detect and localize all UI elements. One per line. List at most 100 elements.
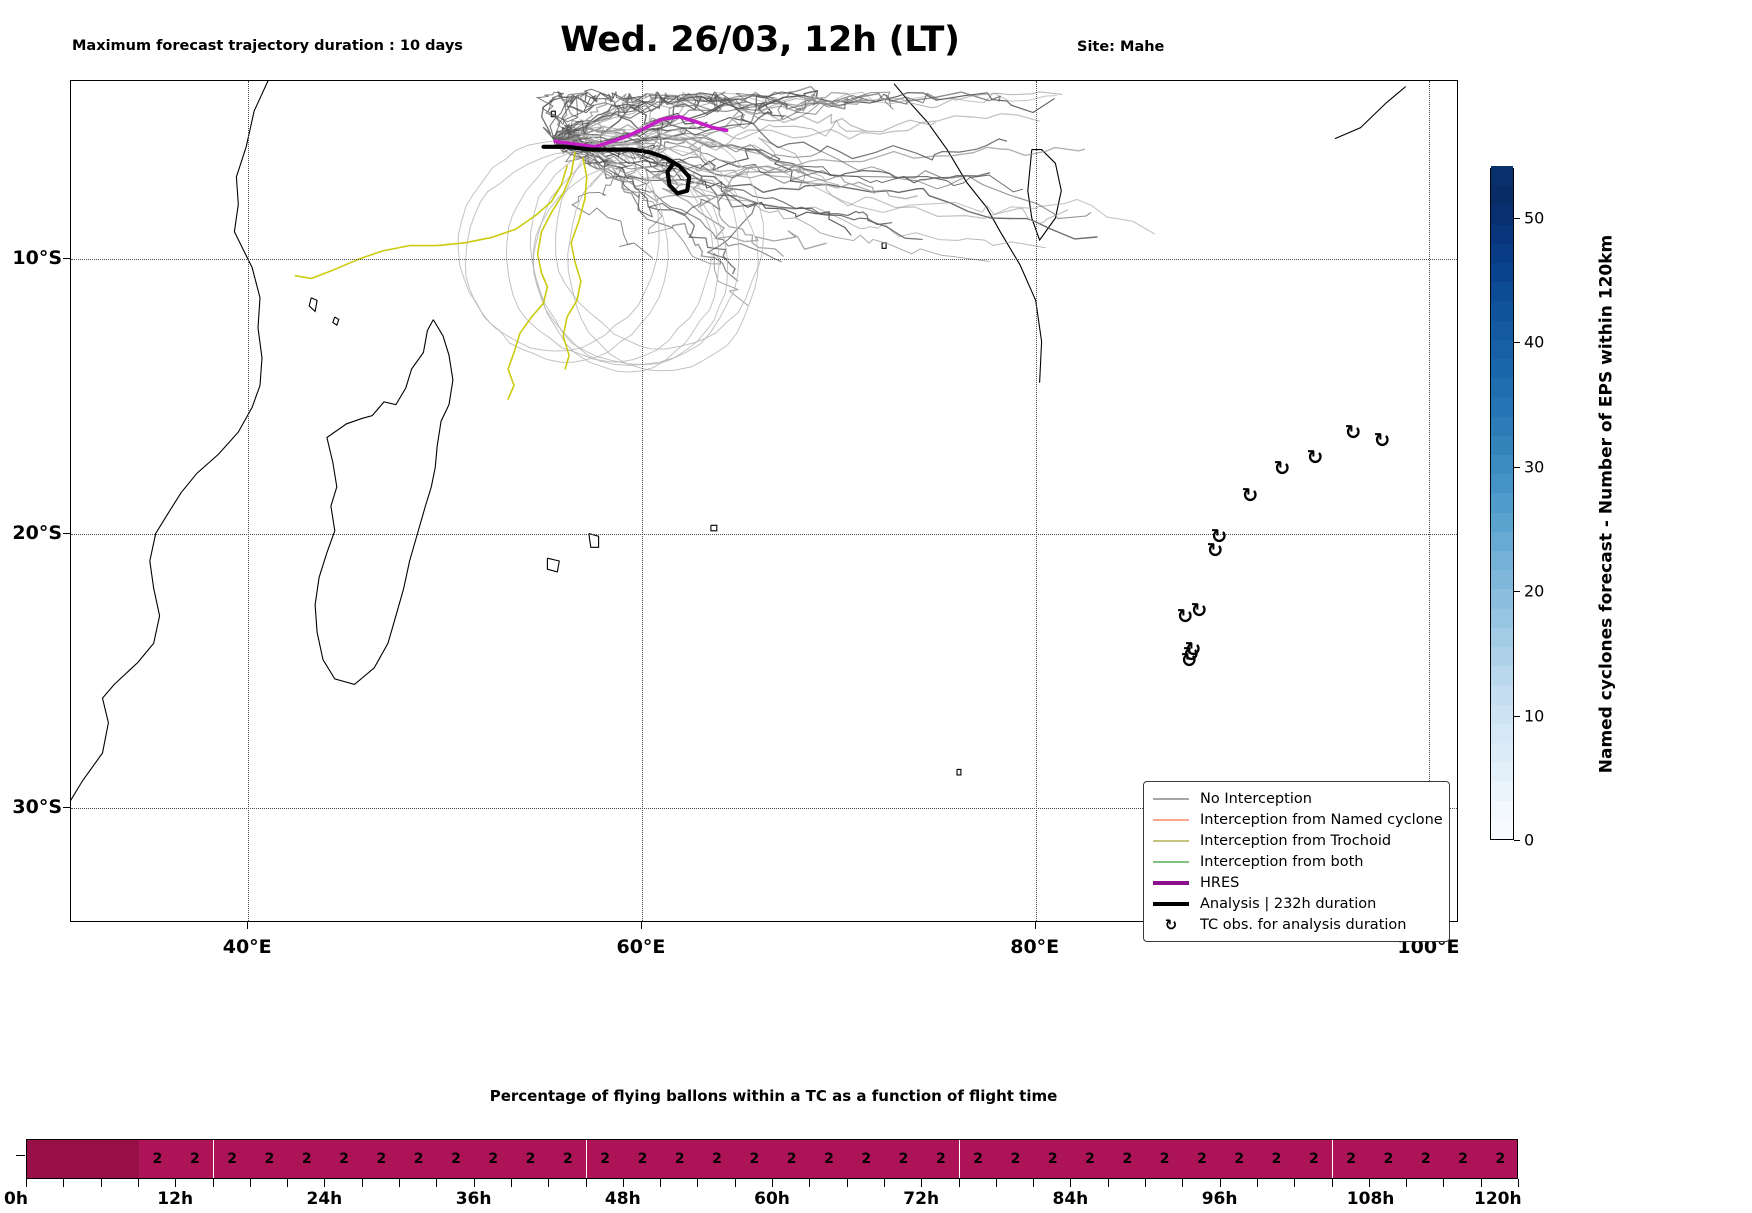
legend-item-interception-both[interactable]: Interception from both xyxy=(1151,851,1440,872)
colorbar-segment xyxy=(1491,204,1513,225)
percentage-bar-cell[interactable]: 2 xyxy=(773,1140,811,1178)
balloon-trajectory xyxy=(552,137,1069,225)
percentage-bar-cell[interactable]: 2 xyxy=(288,1140,326,1178)
percentage-bar-cell[interactable]: 2 xyxy=(511,1140,550,1178)
balloon-trajectory xyxy=(562,157,588,370)
percentage-bar-cell[interactable]: 2 xyxy=(1071,1140,1109,1178)
colorbar-segment xyxy=(1491,819,1513,839)
colorbar-segment xyxy=(1491,627,1513,647)
colorbar-segment xyxy=(1491,607,1513,628)
legend-item-interception-trochoid[interactable]: Interception from Trochoid xyxy=(1151,830,1440,851)
tc-observation-icon: ↺ xyxy=(1373,428,1391,453)
percentage-bar-cell[interactable]: 2 xyxy=(1481,1140,1517,1178)
colorbar-segment xyxy=(1491,684,1513,705)
percentage-bar-cell[interactable] xyxy=(27,1140,139,1178)
percentage-bar-tick-label: 96h xyxy=(1201,1189,1238,1209)
legend-item-no-interception[interactable]: No Interception xyxy=(1151,788,1440,809)
map-x-tick-label: 80°E xyxy=(1010,936,1060,958)
balloon-trajectory xyxy=(552,126,840,191)
balloon-trajectory xyxy=(552,133,1156,235)
percentage-bar-cell[interactable]: 2 xyxy=(1407,1140,1445,1178)
legend-item-hres[interactable]: HRES xyxy=(1151,872,1440,893)
percentage-bar-cell[interactable]: 2 xyxy=(1257,1140,1296,1178)
percentage-bar-cell[interactable]: 2 xyxy=(884,1140,923,1178)
percentage-bar-tick xyxy=(1406,1179,1408,1187)
percentage-bar-cell[interactable]: 2 xyxy=(213,1140,251,1178)
colorbar-segment xyxy=(1491,377,1513,398)
coastline-layer xyxy=(71,81,1407,801)
percentage-bar-axis: 0h 12h 24h 36h 48h 60h 72h 84h 96h 108h 120h xyxy=(4,1179,1522,1213)
percentage-bar-cell[interactable]: 2 xyxy=(996,1140,1035,1178)
legend-swatch-interception-named-cyclone xyxy=(1151,813,1191,827)
percentage-bar-cell[interactable]: 2 xyxy=(959,1140,997,1178)
percentage-bar-tick xyxy=(958,1179,960,1187)
percentage-bar-title: Percentage of flying ballons within a TC… xyxy=(489,1087,1058,1105)
percentage-bar-tick xyxy=(883,1179,885,1187)
balloon-trajectory xyxy=(541,144,692,196)
colorbar-segment xyxy=(1491,415,1513,436)
map-y-tick-label: 10°S xyxy=(12,247,62,270)
coastline xyxy=(546,557,560,573)
percentage-bar-cell[interactable]: 2 xyxy=(474,1140,512,1178)
colorbar-segment xyxy=(1491,569,1513,590)
colorbar[interactable]: 0 10 20 30 40 50 xyxy=(1490,166,1544,850)
percentage-bar-cell[interactable]: 2 xyxy=(1444,1140,1482,1178)
percentage-bar-cell[interactable]: 2 xyxy=(810,1140,848,1178)
percentage-bar-cell[interactable]: 2 xyxy=(698,1140,736,1178)
percentage-bar-tick-label: 72h xyxy=(903,1189,940,1209)
percentage-bar-cell[interactable]: 2 xyxy=(1146,1140,1184,1178)
percentage-bar-tick xyxy=(1256,1179,1258,1187)
percentage-bar-cell[interactable]: 2 xyxy=(1034,1140,1072,1178)
balloon-trajectory xyxy=(553,114,729,149)
percentage-bar-cell[interactable]: 2 xyxy=(1108,1140,1146,1178)
percentage-bar-cell[interactable]: 2 xyxy=(1369,1140,1408,1178)
colorbar-segment xyxy=(1491,396,1513,417)
percentage-bar-cell[interactable]: 2 xyxy=(138,1140,177,1178)
percentage-bar-cell[interactable]: 2 xyxy=(250,1140,289,1178)
colorbar-segment xyxy=(1491,300,1513,321)
coastline xyxy=(314,319,454,686)
percentage-bar-tick xyxy=(137,1179,139,1187)
legend-item-interception-named-cyclone[interactable]: Interception from Named cyclone xyxy=(1151,809,1443,830)
map-gridline-horizontal xyxy=(71,807,1457,809)
percentage-bar-cell[interactable]: 2 xyxy=(1295,1140,1333,1178)
map-legend[interactable]: No Interception Interception from Named c… xyxy=(1143,781,1450,942)
percentage-bar-cell[interactable]: 2 xyxy=(400,1140,438,1178)
percentage-bar-cell[interactable]: 2 xyxy=(847,1140,885,1178)
map-y-axis: 10°S 20°S 30°S xyxy=(0,80,70,922)
legend-item-tc-obs[interactable]: ↺ TC obs. for analysis duration xyxy=(1151,914,1440,935)
colorbar-gradient xyxy=(1490,166,1514,840)
percentage-bar-cell[interactable]: 2 xyxy=(437,1140,475,1178)
balloon-trajectory xyxy=(294,165,568,280)
percentage-bar-cell[interactable]: 2 xyxy=(1183,1140,1221,1178)
percentage-bar-cell[interactable]: 2 xyxy=(362,1140,400,1178)
coastline xyxy=(332,316,340,326)
percentage-bar-cell[interactable]: 2 xyxy=(586,1140,624,1178)
colorbar-segment xyxy=(1491,723,1513,743)
balloon-trajectory xyxy=(536,91,585,140)
balloon-trajectory xyxy=(552,136,991,184)
percentage-bar-cell[interactable]: 2 xyxy=(922,1140,960,1178)
percentage-bar-cell[interactable]: 2 xyxy=(1220,1140,1258,1178)
percentage-bar-cell[interactable]: 2 xyxy=(735,1140,773,1178)
tc-obs-icon: ↺ xyxy=(1164,915,1178,934)
coastline xyxy=(1334,86,1407,140)
colorbar-segment xyxy=(1491,223,1513,244)
percentage-bar-cell[interactable]: 2 xyxy=(325,1140,363,1178)
balloon-trajectory xyxy=(567,147,759,372)
colorbar-segment xyxy=(1491,511,1513,532)
legend-item-analysis[interactable]: Analysis | 232h duration xyxy=(1151,893,1440,914)
percentage-bar-tick xyxy=(63,1179,65,1187)
tc-observation-icon: ↺ xyxy=(1306,444,1324,469)
percentage-bar-cell[interactable]: 2 xyxy=(623,1140,662,1178)
percentage-bar-tick xyxy=(995,1179,997,1187)
coastline xyxy=(588,532,600,548)
percentage-bar-cell[interactable]: 2 xyxy=(1332,1140,1370,1178)
map-x-tick xyxy=(247,922,249,929)
colorbar-segment xyxy=(1491,703,1513,724)
percentage-bar-cell[interactable]: 2 xyxy=(661,1140,699,1178)
trajectory-layer xyxy=(294,85,1156,400)
percentage-bar-cell[interactable]: 2 xyxy=(549,1140,587,1178)
percentage-bar-cell[interactable]: 2 xyxy=(176,1140,214,1178)
